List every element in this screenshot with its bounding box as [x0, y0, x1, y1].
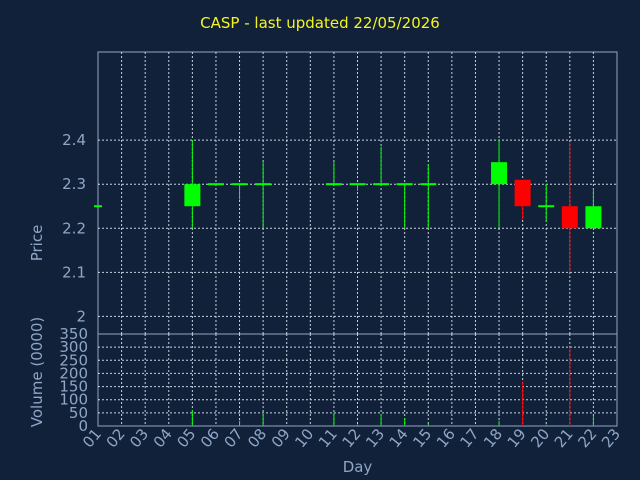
- x-tick-label: 17: [456, 425, 482, 451]
- chart-title: CASP - last updated 22/05/2026: [200, 14, 440, 32]
- price-tick-label: 2.2: [62, 219, 86, 237]
- candle-body: [420, 183, 437, 186]
- x-tick-label: 12: [339, 425, 365, 451]
- volume-tick-label: 250: [59, 351, 88, 369]
- x-tick-label: 15: [409, 425, 435, 451]
- x-tick-label: 08: [244, 425, 270, 451]
- candle-body: [514, 179, 531, 207]
- price-tick-label: 2: [76, 307, 86, 325]
- candle-body: [561, 206, 578, 229]
- volume-axis-title: Volume (0000): [28, 317, 46, 427]
- x-tick-label: 07: [221, 425, 247, 451]
- x-tick-label: 09: [268, 425, 294, 451]
- x-tick-label: 03: [126, 425, 152, 451]
- x-tick-label: 21: [551, 425, 577, 451]
- volume-tick-label: 300: [59, 338, 88, 356]
- x-tick-label: 06: [197, 425, 223, 451]
- candle-body: [491, 162, 508, 185]
- candle-body: [538, 205, 555, 208]
- volume-tick-label: 0: [78, 417, 88, 435]
- candle-body: [207, 183, 224, 186]
- x-tick-label: 02: [103, 425, 129, 451]
- x-tick-label: 22: [574, 425, 600, 451]
- volume-tick-label: 100: [59, 391, 88, 409]
- x-tick-label: 18: [480, 425, 506, 451]
- volume-tick-label: 200: [59, 364, 88, 382]
- x-axis-title: Day: [343, 458, 373, 476]
- candle-body: [396, 183, 413, 186]
- candle-body: [349, 183, 366, 186]
- x-tick-label: 16: [433, 425, 459, 451]
- candle-body: [255, 183, 272, 186]
- x-tick-label: 19: [504, 425, 530, 451]
- x-tick-label: 05: [173, 425, 199, 451]
- volume-tick-label: 50: [69, 404, 88, 422]
- x-tick-label: 13: [362, 425, 388, 451]
- x-tick-label: 14: [386, 425, 412, 451]
- candle-body: [585, 206, 602, 229]
- volume-tick-label: 150: [59, 378, 88, 396]
- volume-tick-label: 350: [59, 325, 88, 343]
- x-tick-label: 20: [527, 425, 553, 451]
- x-tick-label: 10: [291, 425, 317, 451]
- price-tick-label: 2.1: [62, 263, 86, 281]
- candle-body: [373, 183, 390, 186]
- x-tick-label: 11: [315, 425, 341, 451]
- candle-body: [325, 183, 342, 186]
- candle-body: [184, 184, 201, 207]
- price-tick-label: 2.3: [62, 175, 86, 193]
- price-axis-title: Price: [28, 225, 46, 262]
- x-tick-label: 04: [150, 425, 176, 451]
- price-tick-label: 2.4: [62, 131, 86, 149]
- x-tick-label: 23: [598, 425, 624, 451]
- candle-body: [94, 205, 102, 208]
- candle-body: [231, 183, 248, 186]
